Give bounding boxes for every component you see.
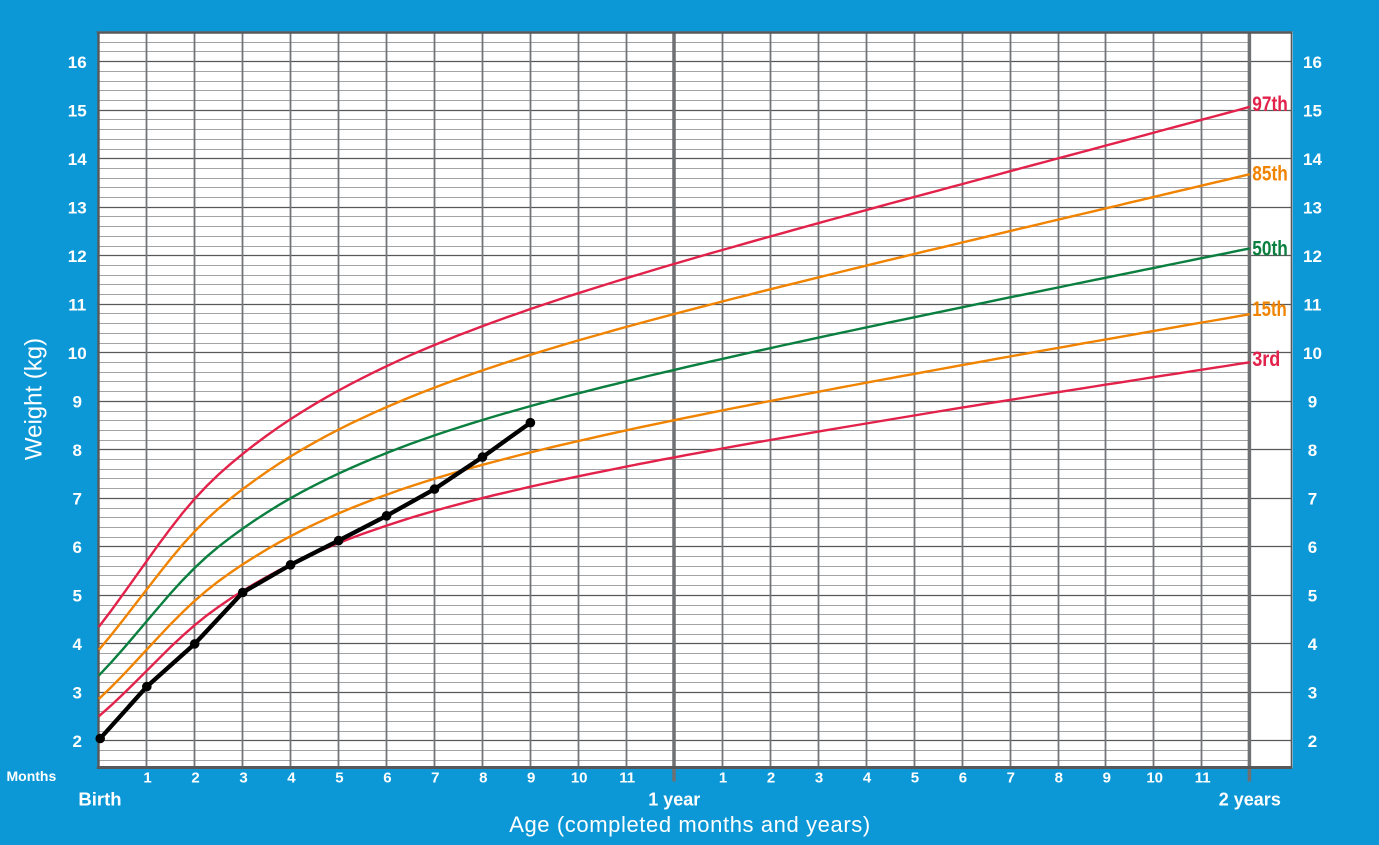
- svg-text:15th: 15th: [1252, 298, 1287, 321]
- svg-text:8: 8: [72, 441, 81, 460]
- svg-text:10: 10: [1146, 770, 1163, 787]
- svg-text:Months: Months: [7, 768, 57, 784]
- svg-text:16: 16: [1303, 53, 1322, 72]
- svg-text:6: 6: [959, 770, 967, 787]
- svg-text:3: 3: [72, 684, 81, 703]
- svg-text:5: 5: [1308, 587, 1317, 606]
- svg-text:1 year: 1 year: [648, 790, 700, 810]
- svg-text:10: 10: [1303, 344, 1322, 363]
- svg-text:2: 2: [72, 732, 81, 751]
- svg-text:4: 4: [863, 770, 872, 787]
- svg-text:3: 3: [239, 770, 247, 787]
- svg-text:15: 15: [68, 101, 87, 120]
- svg-text:13: 13: [1303, 198, 1322, 217]
- svg-text:12: 12: [1303, 247, 1322, 266]
- svg-text:8: 8: [1308, 441, 1317, 460]
- svg-text:5: 5: [335, 770, 343, 787]
- svg-text:10: 10: [68, 344, 87, 363]
- svg-text:11: 11: [619, 770, 635, 787]
- svg-text:10: 10: [571, 770, 588, 787]
- svg-text:7: 7: [1007, 770, 1015, 787]
- svg-text:2: 2: [191, 770, 199, 787]
- svg-text:5: 5: [911, 770, 919, 787]
- svg-text:9: 9: [1308, 393, 1317, 412]
- svg-text:13: 13: [68, 198, 87, 217]
- svg-text:3rd: 3rd: [1252, 348, 1280, 371]
- svg-text:12: 12: [68, 247, 87, 266]
- svg-text:7: 7: [1308, 490, 1317, 509]
- svg-text:3: 3: [815, 770, 823, 787]
- svg-text:4: 4: [72, 635, 82, 654]
- svg-text:4: 4: [1308, 635, 1318, 654]
- svg-text:3: 3: [1308, 684, 1317, 703]
- svg-text:Weight (kg): Weight (kg): [21, 338, 48, 460]
- svg-text:14: 14: [68, 150, 87, 169]
- svg-text:9: 9: [527, 770, 535, 787]
- svg-text:5: 5: [72, 587, 81, 606]
- svg-text:8: 8: [479, 770, 487, 787]
- svg-text:2: 2: [1308, 732, 1317, 751]
- svg-text:1: 1: [719, 770, 727, 787]
- svg-text:6: 6: [72, 538, 81, 557]
- svg-text:Age (completed months and year: Age (completed months and years): [509, 812, 871, 837]
- svg-text:11: 11: [1304, 296, 1322, 315]
- svg-text:2: 2: [767, 770, 775, 787]
- svg-text:16: 16: [68, 53, 87, 72]
- svg-text:7: 7: [72, 490, 81, 509]
- svg-text:Birth: Birth: [78, 789, 121, 810]
- svg-text:2 years: 2 years: [1219, 790, 1281, 810]
- svg-text:6: 6: [1308, 538, 1317, 557]
- svg-text:9: 9: [72, 393, 81, 412]
- svg-text:85th: 85th: [1252, 163, 1288, 186]
- svg-text:11: 11: [1195, 770, 1211, 787]
- svg-text:97th: 97th: [1252, 93, 1288, 116]
- svg-text:4: 4: [287, 770, 296, 787]
- svg-text:1: 1: [143, 770, 151, 787]
- svg-text:14: 14: [1303, 150, 1322, 169]
- svg-text:50th: 50th: [1252, 237, 1288, 260]
- svg-text:6: 6: [383, 770, 391, 787]
- svg-text:7: 7: [431, 770, 439, 787]
- svg-text:8: 8: [1055, 770, 1063, 787]
- svg-text:9: 9: [1103, 770, 1111, 787]
- svg-text:15: 15: [1303, 101, 1322, 120]
- svg-text:11: 11: [68, 296, 86, 315]
